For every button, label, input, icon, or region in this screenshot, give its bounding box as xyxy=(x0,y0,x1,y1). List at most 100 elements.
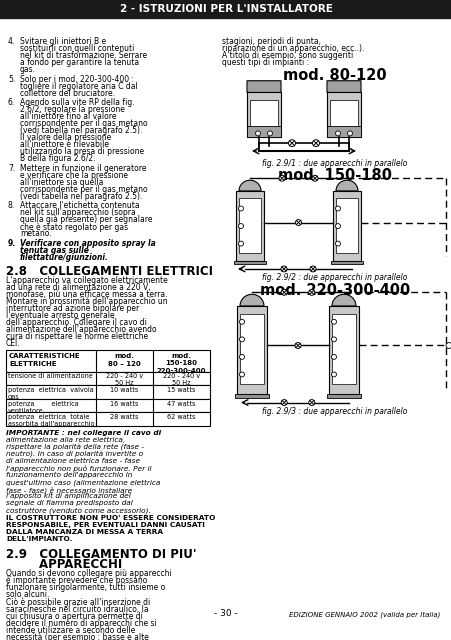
Circle shape xyxy=(281,399,286,406)
Text: tensione di alimentazione: tensione di alimentazione xyxy=(8,374,92,380)
Text: decidere il numero di apparecchi che si: decidere il numero di apparecchi che si xyxy=(6,619,156,628)
Text: intende utilizzare a secondo delle: intende utilizzare a secondo delle xyxy=(6,626,135,635)
Bar xyxy=(335,198,357,253)
Text: 7.: 7. xyxy=(8,164,15,173)
Circle shape xyxy=(239,337,244,342)
Circle shape xyxy=(331,319,336,324)
Bar xyxy=(326,125,360,138)
Text: 10 watts: 10 watts xyxy=(110,387,138,393)
Bar xyxy=(236,306,267,394)
Text: EDIZIONE GENNAIO 2002 (valida per Italia): EDIZIONE GENNAIO 2002 (valida per Italia… xyxy=(288,612,439,618)
Circle shape xyxy=(335,131,340,136)
Bar xyxy=(328,306,358,394)
Text: DELL'IMPIANTO.: DELL'IMPIANTO. xyxy=(6,536,72,542)
Text: stagioni, periodi di punta,: stagioni, periodi di punta, xyxy=(221,37,320,46)
Circle shape xyxy=(331,337,336,342)
Circle shape xyxy=(308,399,314,406)
Text: monofase, più una efficace messa a terra.: monofase, più una efficace messa a terra… xyxy=(6,290,167,299)
Text: Solo per i mod. 220-300-400 :: Solo per i mod. 220-300-400 : xyxy=(20,75,133,84)
Text: - 30 -: - 30 - xyxy=(214,609,237,618)
Circle shape xyxy=(239,319,244,324)
Text: solo alcuni.: solo alcuni. xyxy=(6,589,49,599)
Text: Montare in prossimità dell'apparecchio un: Montare in prossimità dell'apparecchio u… xyxy=(6,297,167,306)
Text: gas.: gas. xyxy=(20,65,36,74)
Text: e verificare che la pressione: e verificare che la pressione xyxy=(20,171,128,180)
Bar xyxy=(246,92,281,138)
Text: CEI.: CEI. xyxy=(6,339,21,348)
Wedge shape xyxy=(239,294,263,306)
Circle shape xyxy=(239,372,244,377)
Text: 16 watts: 16 watts xyxy=(110,401,138,407)
Text: nel kit di trasformazione. Serrare: nel kit di trasformazione. Serrare xyxy=(20,51,147,60)
Circle shape xyxy=(335,223,340,228)
Bar xyxy=(326,92,360,138)
Text: fig. 2.9/1 : due apparecchi in parallelo: fig. 2.9/1 : due apparecchi in parallelo xyxy=(262,159,407,168)
Text: a fondo per garantire la tenuta: a fondo per garantire la tenuta xyxy=(20,58,139,67)
Text: cura di rispettare le norme elettriche: cura di rispettare le norme elettriche xyxy=(6,332,148,341)
Text: 220-300-400: 220-300-400 xyxy=(156,367,206,374)
Wedge shape xyxy=(331,294,355,306)
Text: 6.: 6. xyxy=(8,98,15,107)
Text: potenza  elettrica  totale: potenza elettrica totale xyxy=(8,415,89,420)
Text: 150-180: 150-180 xyxy=(165,360,197,366)
Text: dell'apparecchio. Collegare il cavo di: dell'apparecchio. Collegare il cavo di xyxy=(6,318,147,327)
Text: che è stato regolato per gas: che è stato regolato per gas xyxy=(20,222,128,232)
Text: saracinesche nel circuito idraulico, la: saracinesche nel circuito idraulico, la xyxy=(6,605,148,614)
Text: togliere il regolatore aria C dal: togliere il regolatore aria C dal xyxy=(20,82,138,91)
Text: IL COSTRUTTORE NON PUO' ESSERE CONSIDERATO: IL COSTRUTTORE NON PUO' ESSERE CONSIDERA… xyxy=(6,515,215,521)
Text: Agendo sulla vite RP della fig.: Agendo sulla vite RP della fig. xyxy=(20,98,134,107)
Text: costruttore (venduto come accessorio).: costruttore (venduto come accessorio). xyxy=(6,508,151,514)
Circle shape xyxy=(278,175,285,181)
Text: corrispondente per il gas metano: corrispondente per il gas metano xyxy=(20,185,147,194)
Text: 5.: 5. xyxy=(8,75,15,84)
FancyBboxPatch shape xyxy=(246,81,281,92)
Circle shape xyxy=(238,206,243,211)
Text: L'apparecchio va collegato elettricamente: L'apparecchio va collegato elettricament… xyxy=(6,276,167,285)
Text: all'iniettore è rilevabile: all'iniettore è rilevabile xyxy=(20,140,109,149)
Bar xyxy=(239,198,260,253)
Text: Verificare con apposito spray la: Verificare con apposito spray la xyxy=(20,239,156,248)
FancyBboxPatch shape xyxy=(326,81,360,92)
Circle shape xyxy=(331,355,336,359)
Circle shape xyxy=(281,266,286,272)
Circle shape xyxy=(255,131,260,136)
Text: assorbita dall'apparecchio: assorbita dall'apparecchio xyxy=(8,421,94,428)
Text: quest'ultimo caso (alimentazione elettrica: quest'ultimo caso (alimentazione elettri… xyxy=(6,479,160,486)
Text: potenza  elettrica  valvola: potenza elettrica valvola xyxy=(8,387,93,393)
Bar xyxy=(0,0,451,17)
Text: 15 watts: 15 watts xyxy=(167,387,195,393)
Wedge shape xyxy=(239,180,260,191)
Circle shape xyxy=(331,372,336,377)
Text: 220 - 240 v: 220 - 240 v xyxy=(162,374,200,380)
Text: mod.: mod. xyxy=(171,353,191,359)
Text: funzionamento dell'apparecchio in: funzionamento dell'apparecchio in xyxy=(6,472,132,478)
Text: alimentazione alla rete elettrica,: alimentazione alla rete elettrica, xyxy=(6,437,125,443)
Text: Quando si devono collegare più apparecchi: Quando si devono collegare più apparecch… xyxy=(6,569,171,578)
Text: corrispondente per il gas metano: corrispondente per il gas metano xyxy=(20,119,147,128)
Text: 9.: 9. xyxy=(8,239,16,248)
Text: 62 watts: 62 watts xyxy=(167,415,195,420)
Text: l'apparecchio non può funzionare. Per il: l'apparecchio non può funzionare. Per il xyxy=(6,465,151,472)
Text: di alimentazione elettrica fase - fase: di alimentazione elettrica fase - fase xyxy=(6,458,140,464)
Bar xyxy=(331,314,355,384)
Circle shape xyxy=(295,220,301,225)
Text: filettature/giunzioni.: filettature/giunzioni. xyxy=(20,253,109,262)
Text: mod. 150-180: mod. 150-180 xyxy=(277,168,391,184)
Text: gas: gas xyxy=(8,394,19,400)
Text: ad una rete di alimentazione a 220 V,: ad una rete di alimentazione a 220 V, xyxy=(6,283,150,292)
Text: collettore del bruciatore.: collettore del bruciatore. xyxy=(20,88,115,98)
Bar xyxy=(6,371,210,385)
Text: Mettere in funzione il generatore: Mettere in funzione il generatore xyxy=(20,164,146,173)
Text: l'eventuale arresto generale: l'eventuale arresto generale xyxy=(6,311,115,320)
Text: all'iniettore sia quella: all'iniettore sia quella xyxy=(20,178,103,187)
Bar xyxy=(6,412,210,426)
Bar xyxy=(235,394,268,397)
Circle shape xyxy=(295,342,300,348)
Text: 50 Hz: 50 Hz xyxy=(172,380,190,387)
Text: RESPONSABILE, PER EVENTUALI DANNI CAUSATI: RESPONSABILE, PER EVENTUALI DANNI CAUSAT… xyxy=(6,522,204,528)
Text: 47 watts: 47 watts xyxy=(167,401,195,407)
Text: fig. 2.9/3 : due apparecchi in parallelo: fig. 2.9/3 : due apparecchi in parallelo xyxy=(262,408,407,417)
Text: l'apposito kit di amplificazione del: l'apposito kit di amplificazione del xyxy=(6,493,130,499)
Circle shape xyxy=(309,266,315,272)
Bar xyxy=(330,261,362,264)
